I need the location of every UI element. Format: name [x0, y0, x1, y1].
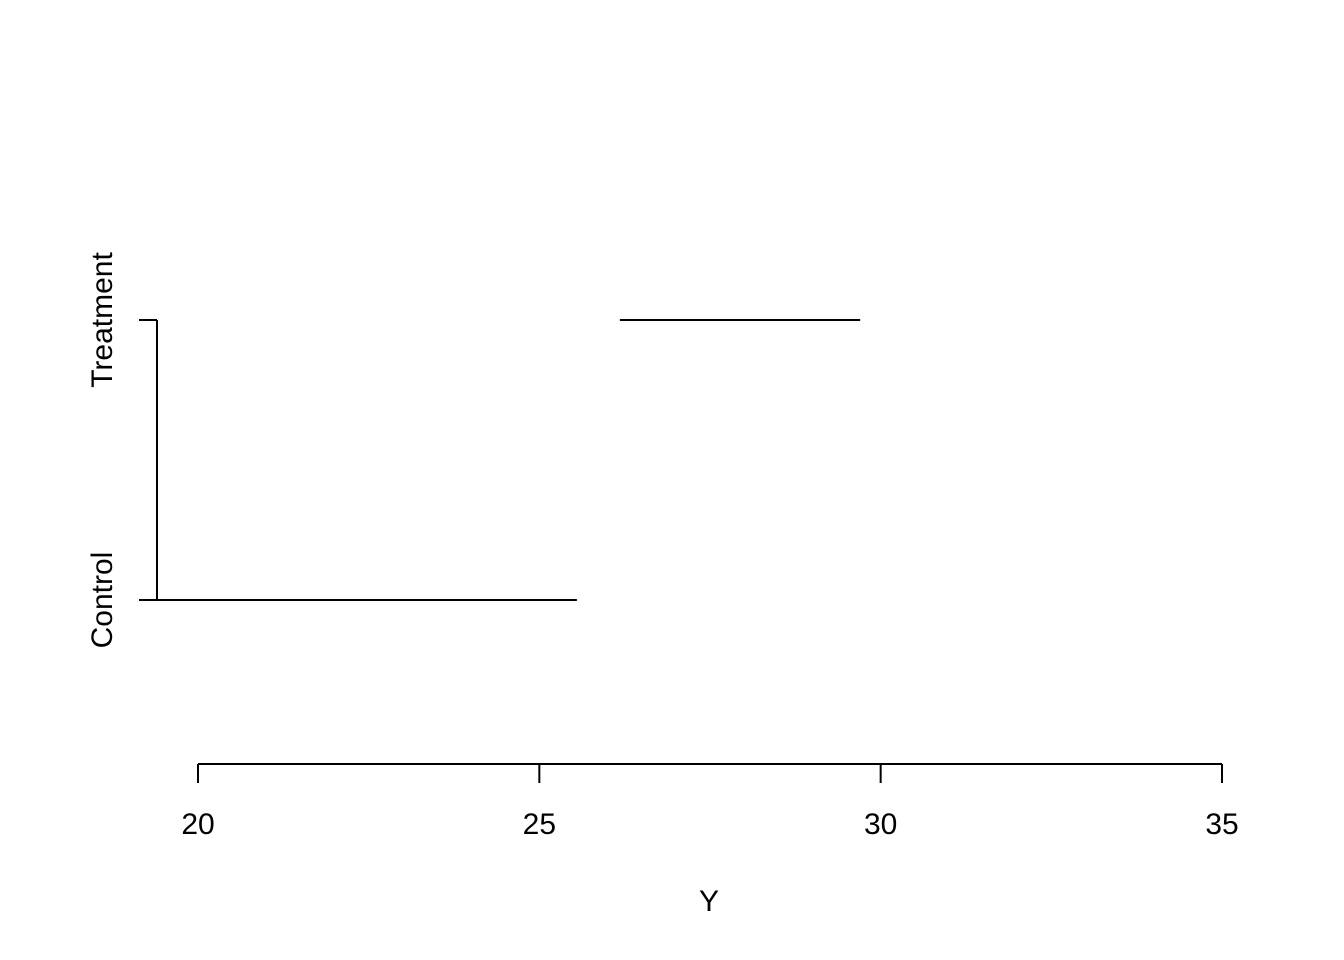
segments: [139, 319, 861, 601]
y-tick-label: Control: [86, 552, 119, 649]
x-ticks: 20 25 30 35: [181, 764, 1239, 841]
x-tick-label: 25: [523, 808, 556, 841]
x-tick-label: 20: [181, 808, 214, 841]
x-axis-label: Y: [699, 885, 719, 918]
y-ticks: Control Treatment: [86, 252, 157, 649]
y-tick-label: Treatment: [86, 252, 119, 388]
x-tick-label: 35: [1205, 808, 1238, 841]
x-tick-label: 30: [864, 808, 897, 841]
